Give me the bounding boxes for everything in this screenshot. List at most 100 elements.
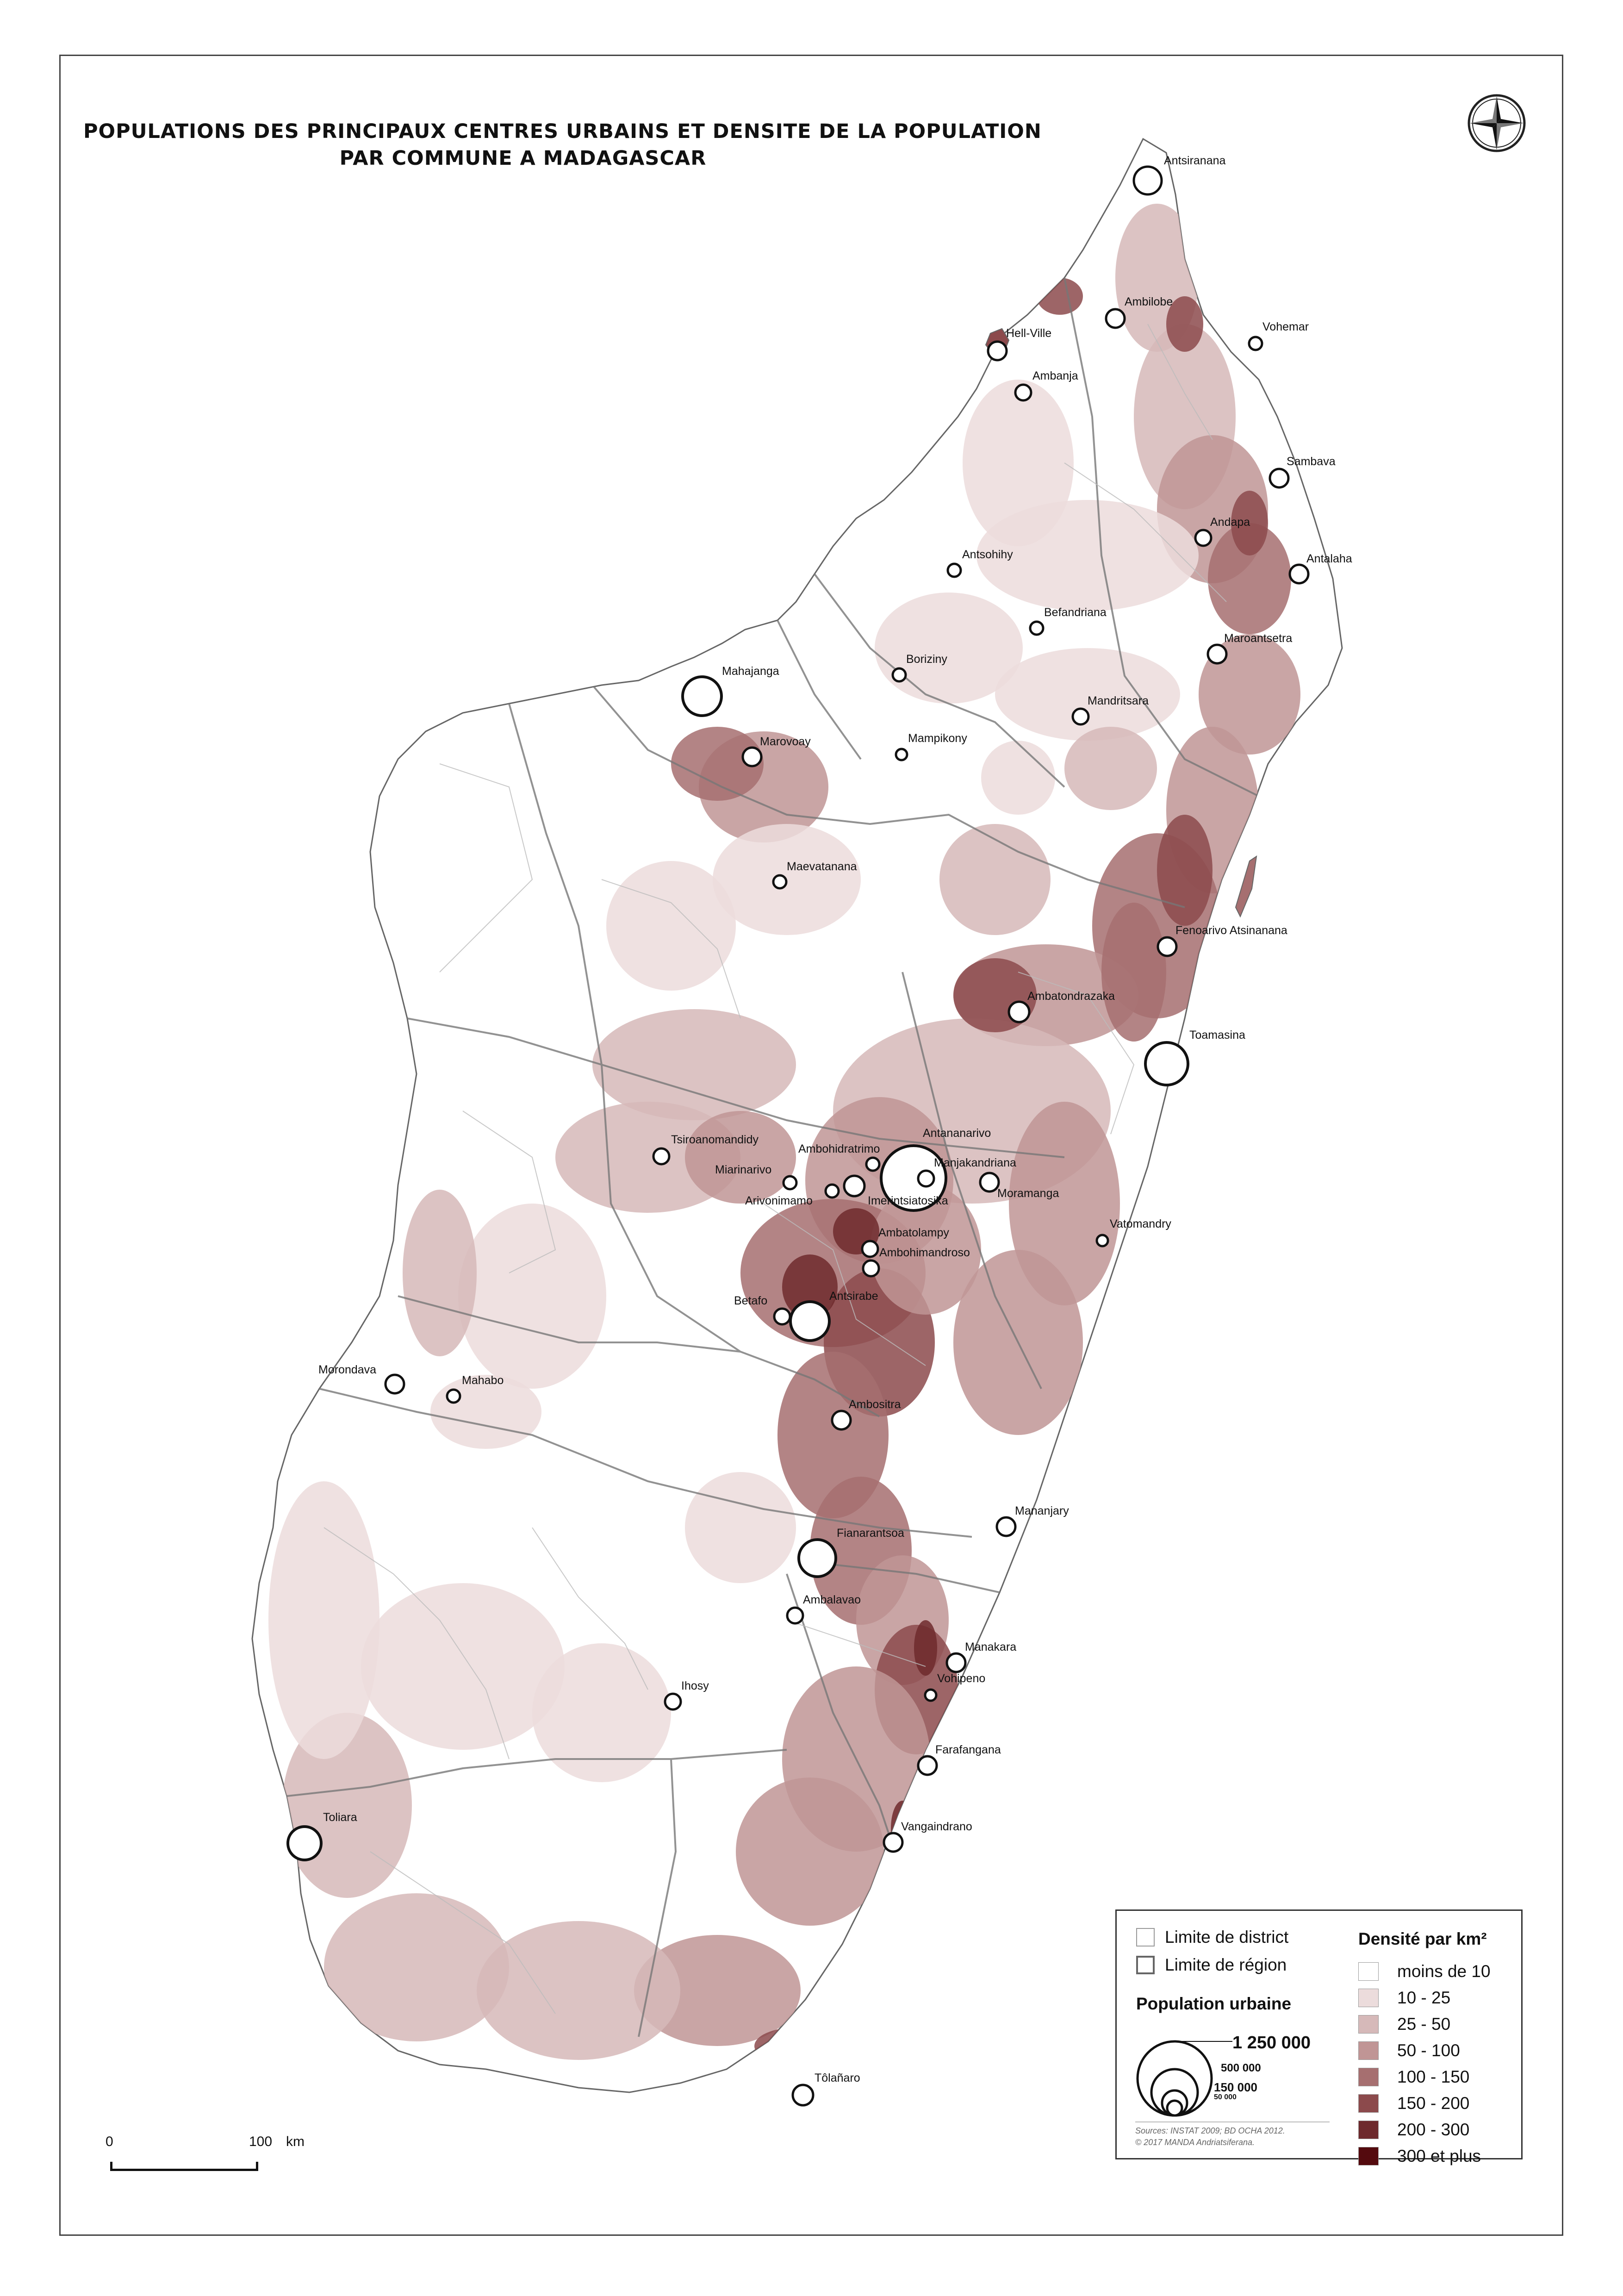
sources-note: Sources: INSTAT 2009; BD OCHA 2012. © 20…	[1135, 2121, 1330, 2148]
title-line-1: POPULATIONS DES PRINCIPAUX CENTRES URBAI…	[83, 120, 1042, 143]
density-area	[1157, 815, 1213, 926]
density-swatch	[1358, 2041, 1379, 2060]
density-area	[782, 1254, 838, 1319]
city-marker	[741, 746, 763, 767]
city-label: Fianarantsoa	[837, 1527, 904, 1540]
city-label: Fenoarivo Atsinanana	[1175, 924, 1287, 937]
scale-bar: 0 100 km	[106, 2134, 305, 2176]
density-swatch	[1358, 2147, 1379, 2165]
density-legend-title: Densité par km²	[1358, 1929, 1487, 1948]
density-swatch	[1358, 2068, 1379, 2086]
city-label: Ambatolampy	[878, 1226, 949, 1239]
city-marker	[1288, 563, 1310, 585]
density-area	[736, 1778, 884, 1926]
city-label: Vatomandry	[1110, 1217, 1171, 1230]
scale-end-label: 100	[249, 2134, 273, 2149]
sources-line-2: © 2017 MANDA Andriatsiferana.	[1135, 2138, 1255, 2147]
city-label: Sambava	[1287, 455, 1336, 468]
region-limit-swatch	[1136, 1956, 1155, 1974]
city-label: Ambatondrazaka	[1027, 990, 1115, 1003]
city-marker	[446, 1388, 461, 1404]
density-area	[634, 1935, 801, 2046]
city-label: Befandriana	[1044, 606, 1107, 619]
density-class-row: 100 - 150	[1358, 2067, 1469, 2087]
city-marker	[917, 1755, 938, 1776]
legend-region-row: Limite de région	[1136, 1955, 1287, 1975]
density-swatch	[1358, 2094, 1379, 2113]
city-marker	[995, 1516, 1017, 1537]
density-class-label: 10 - 25	[1397, 1988, 1451, 2007]
density-class-label: 100 - 150	[1397, 2067, 1470, 2086]
city-marker	[861, 1240, 879, 1258]
city-marker	[664, 1692, 682, 1711]
city-marker	[384, 1373, 405, 1395]
city-label: Manakara	[965, 1641, 1016, 1653]
city-marker	[824, 1183, 840, 1199]
density-area	[981, 741, 1055, 815]
city-label: Antsiranana	[1164, 154, 1226, 167]
city-marker	[1248, 336, 1263, 351]
density-class-row: 25 - 50	[1358, 2015, 1450, 2034]
density-area	[995, 648, 1180, 741]
city-marker	[979, 1172, 1000, 1193]
population-legend-title: Population urbaine	[1136, 1994, 1292, 2013]
city-label: Vohemar	[1262, 320, 1309, 333]
district-limit-swatch	[1136, 1928, 1155, 1947]
city-label: Imerintsiatosika	[868, 1194, 948, 1207]
city-label: Miarinarivo	[715, 1163, 771, 1176]
density-class-label: 50 - 100	[1397, 2041, 1460, 2060]
city-marker	[924, 1688, 938, 1702]
city-marker	[1014, 383, 1032, 402]
city-label: Antsirabe	[829, 1290, 878, 1303]
density-area	[532, 1643, 671, 1782]
city-label: Maevatanana	[787, 860, 857, 873]
population-value-4: 50 000	[1214, 2093, 1237, 2101]
city-label: Morondava	[318, 1363, 376, 1376]
city-marker	[681, 675, 723, 717]
density-class-label: moins de 10	[1397, 1962, 1491, 1981]
city-label: Betafo	[734, 1294, 767, 1307]
city-marker	[1194, 529, 1213, 547]
city-label: Mandritsara	[1088, 694, 1149, 707]
city-marker	[1071, 707, 1090, 726]
city-marker	[791, 2084, 815, 2107]
population-value-1: 1 250 000	[1232, 2033, 1311, 2053]
city-label: Arivonimamo	[745, 1194, 813, 1207]
city-label: Boriziny	[906, 653, 947, 666]
city-label: Tsiroanomandidy	[671, 1133, 759, 1146]
density-area	[685, 1472, 796, 1583]
city-marker	[1105, 308, 1126, 329]
density-area	[754, 2028, 838, 2065]
density-class-row: 50 - 100	[1358, 2041, 1460, 2060]
city-label: Mahajanga	[722, 665, 779, 678]
city-marker	[1007, 1000, 1031, 1023]
city-label: Ambanja	[1032, 369, 1078, 382]
city-marker	[917, 1169, 935, 1188]
city-marker	[843, 1174, 866, 1198]
city-marker	[987, 340, 1008, 362]
city-label: Marovoay	[760, 735, 811, 748]
city-marker	[862, 1259, 880, 1278]
city-marker	[1095, 1234, 1109, 1248]
city-label: Ambilobe	[1125, 295, 1173, 308]
density-area	[870, 1185, 981, 1315]
density-class-row: 150 - 200	[1358, 2094, 1469, 2113]
density-class-label: 25 - 50	[1397, 2015, 1451, 2034]
density-swatch	[1358, 1962, 1379, 1981]
legend-district-label: Limite de district	[1165, 1928, 1289, 1947]
density-area	[963, 380, 1074, 546]
city-label: Toliara	[323, 1811, 357, 1824]
city-label: Ambohimandroso	[879, 1246, 970, 1259]
city-marker	[883, 1832, 904, 1853]
city-marker	[286, 1825, 323, 1861]
title-line-2: PAR COMMUNE A MADAGASCAR	[339, 147, 707, 170]
city-label: Toamasina	[1189, 1029, 1245, 1042]
density-area	[324, 1893, 509, 2041]
legend-region-label: Limite de région	[1165, 1955, 1287, 1974]
sainte-marie-island	[1235, 855, 1257, 918]
city-marker	[1269, 468, 1290, 489]
population-circles-legend	[1136, 2040, 1232, 2117]
density-area	[592, 1009, 796, 1120]
city-marker	[895, 748, 908, 761]
